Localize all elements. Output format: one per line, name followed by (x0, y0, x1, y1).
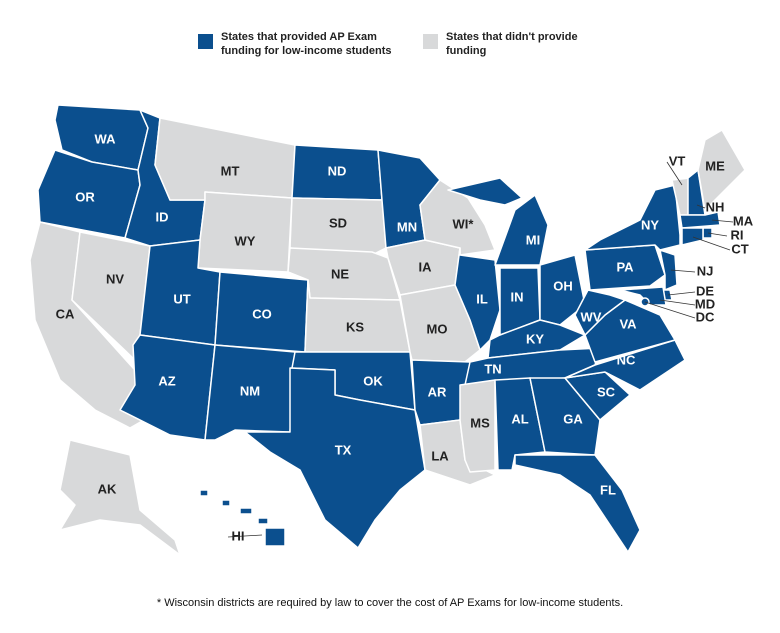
state-label: LA (431, 448, 449, 463)
leader-line (667, 291, 696, 296)
leader-line (711, 219, 734, 223)
state-label: NM (240, 383, 260, 398)
state-label: NC (617, 352, 636, 367)
legend-item: States that provided AP Exam funding for… (198, 30, 408, 58)
state-label: MI (526, 232, 540, 247)
state-label: AZ (158, 373, 175, 388)
state (454, 247, 501, 351)
legend-swatch (423, 34, 438, 49)
state (619, 286, 667, 306)
state-label: MT (221, 163, 240, 178)
legend-label: States that provided AP Exam funding for… (221, 31, 392, 57)
legend-label: States that didn't provide funding (446, 31, 578, 57)
state (514, 454, 641, 553)
state-label: NV (106, 271, 124, 286)
states (29, 104, 746, 556)
state-label: CO (252, 306, 272, 321)
state (154, 117, 296, 201)
state-label: NY (641, 217, 659, 232)
state-label: KS (346, 319, 364, 334)
state-label: MN (397, 219, 417, 234)
state-label: HI (232, 528, 245, 543)
state (59, 439, 181, 556)
state-label: CA (56, 306, 75, 321)
state (244, 367, 426, 549)
state-label: ME (705, 158, 725, 173)
leader-line (696, 204, 706, 209)
state-label: FL (600, 482, 616, 497)
state (539, 254, 586, 326)
state-label: OK (363, 373, 383, 388)
state-label: NH (706, 199, 725, 214)
leader-line (692, 236, 731, 251)
state-label: AK (98, 481, 117, 496)
state-label: UT (173, 291, 190, 306)
state-label: SD (329, 215, 347, 230)
state-label: MD (695, 296, 715, 311)
state-label: ND (328, 163, 347, 178)
legend-swatch (198, 34, 213, 49)
labels: WA OR CA NV ID MT WY UT CO AZ NM ND SD NE KS OK TX MN IA MO… (56, 131, 754, 543)
leader-line (670, 269, 696, 273)
state-label: MS (470, 415, 490, 430)
state-label: SC (597, 384, 616, 399)
state-label: AL (511, 411, 528, 426)
leader-line (707, 232, 728, 237)
state-label: VT (669, 153, 686, 168)
state (679, 211, 721, 229)
state-label: WY (235, 233, 256, 248)
state-label: CT (731, 241, 748, 256)
state-label: NE (331, 266, 349, 281)
state-label: VA (619, 316, 637, 331)
state-label: RI (731, 227, 744, 242)
state-label: IA (419, 259, 433, 274)
state-label: WV (581, 309, 602, 324)
state (447, 177, 549, 266)
state (702, 227, 713, 239)
leader-line (644, 301, 696, 319)
state (584, 184, 681, 251)
state-label: OH (553, 278, 573, 293)
legend-item: States that didn't provide funding (423, 30, 593, 58)
state-label: TN (484, 361, 501, 376)
state-label: NJ (697, 263, 714, 278)
state-label: GA (563, 411, 583, 426)
footnote: * Wisconsin districts are required by la… (156, 597, 624, 609)
state-label: OR (75, 189, 95, 204)
state-label: DC (696, 309, 715, 324)
state (199, 489, 286, 547)
state (659, 249, 678, 291)
state (289, 197, 387, 256)
state-label: AR (428, 384, 447, 399)
state (574, 289, 626, 336)
state-label: WI* (453, 216, 475, 231)
leader-line (666, 161, 683, 186)
state (419, 179, 496, 256)
state-label: KY (526, 331, 544, 346)
state-label: IL (476, 291, 488, 306)
state-label: WA (95, 131, 117, 146)
leader-line (227, 534, 263, 538)
state (681, 227, 704, 246)
state (197, 191, 293, 273)
state-label: PA (616, 259, 634, 274)
leader-line (659, 299, 696, 306)
state-label: MA (733, 213, 754, 228)
state (697, 129, 746, 211)
state-label: TX (335, 442, 352, 457)
state (529, 377, 601, 456)
state-label: MO (427, 321, 448, 336)
state-label: DE (696, 283, 714, 298)
state-label: IN (511, 289, 524, 304)
state-label: ID (156, 209, 169, 224)
